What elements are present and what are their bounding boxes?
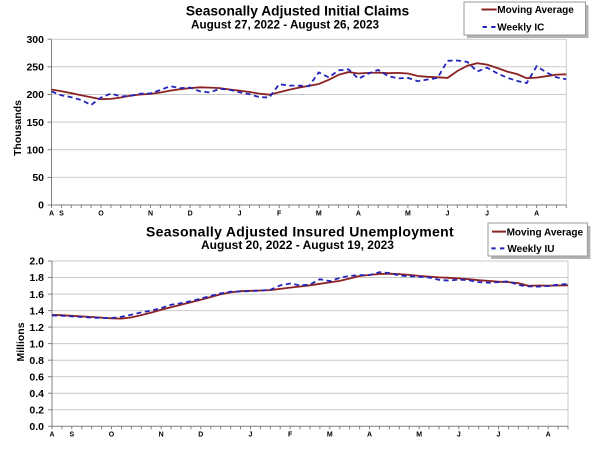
svg-text:D: D (188, 211, 193, 218)
svg-text:0.6: 0.6 (29, 371, 44, 383)
svg-text:100: 100 (26, 144, 44, 156)
svg-text:Moving Average: Moving Average (497, 5, 574, 16)
svg-text:1.6: 1.6 (29, 289, 44, 301)
svg-text:J: J (249, 432, 253, 439)
svg-text:N: N (148, 211, 153, 218)
svg-text:F: F (277, 211, 282, 218)
svg-text:0.0: 0.0 (29, 421, 44, 433)
svg-text:0.4: 0.4 (29, 388, 44, 400)
svg-text:Millions: Millions (15, 322, 27, 361)
svg-text:A: A (49, 432, 54, 439)
svg-text:A: A (534, 211, 539, 218)
svg-text:0: 0 (38, 200, 44, 212)
svg-text:N: N (159, 432, 164, 439)
svg-text:1.0: 1.0 (29, 338, 44, 350)
svg-text:S: S (59, 211, 64, 218)
svg-text:August 20, 2022 - August 19, 2: August 20, 2022 - August 19, 2023 (201, 238, 394, 252)
svg-text:M: M (405, 211, 411, 218)
svg-text:August 27, 2022 - August 26, 2: August 27, 2022 - August 26, 2023 (191, 19, 379, 32)
svg-text:200: 200 (26, 89, 44, 101)
svg-text:Thousands: Thousands (12, 100, 24, 156)
svg-text:150: 150 (26, 117, 44, 129)
svg-text:Moving Average: Moving Average (507, 227, 584, 238)
svg-text:Seasonally Adjusted Initial: Seasonally Adjusted Initial Claims (186, 4, 410, 19)
svg-text:A: A (49, 211, 54, 218)
svg-text:2.0: 2.0 (29, 256, 44, 268)
svg-text:M: M (416, 432, 422, 439)
svg-text:300: 300 (26, 34, 44, 46)
svg-text:0.8: 0.8 (29, 355, 44, 367)
svg-text:D: D (198, 432, 203, 439)
svg-text:M: M (327, 432, 333, 439)
svg-text:O: O (109, 432, 115, 439)
svg-text:250: 250 (26, 62, 44, 74)
svg-text:S: S (69, 432, 74, 439)
svg-text:Weekly IU: Weekly IU (507, 244, 554, 255)
svg-text:Seasonally Adjusted Insured: Seasonally Adjusted Insured Unemployment (146, 224, 454, 240)
svg-text:J: J (238, 211, 242, 218)
svg-text:F: F (288, 432, 293, 439)
svg-text:J: J (457, 432, 461, 439)
svg-text:J: J (485, 211, 489, 218)
svg-text:A: A (367, 432, 372, 439)
svg-text:Weekly IC: Weekly IC (497, 23, 544, 34)
svg-text:1.4: 1.4 (29, 305, 44, 317)
svg-text:M: M (316, 211, 322, 218)
svg-text:O: O (98, 211, 104, 218)
svg-text:J: J (497, 432, 501, 439)
svg-text:1.2: 1.2 (29, 322, 44, 334)
svg-text:50: 50 (32, 172, 44, 184)
svg-text:0.2: 0.2 (29, 405, 44, 417)
svg-text:A: A (356, 211, 361, 218)
svg-text:A: A (546, 432, 551, 439)
svg-text:J: J (446, 211, 450, 218)
svg-text:1.8: 1.8 (29, 272, 44, 284)
